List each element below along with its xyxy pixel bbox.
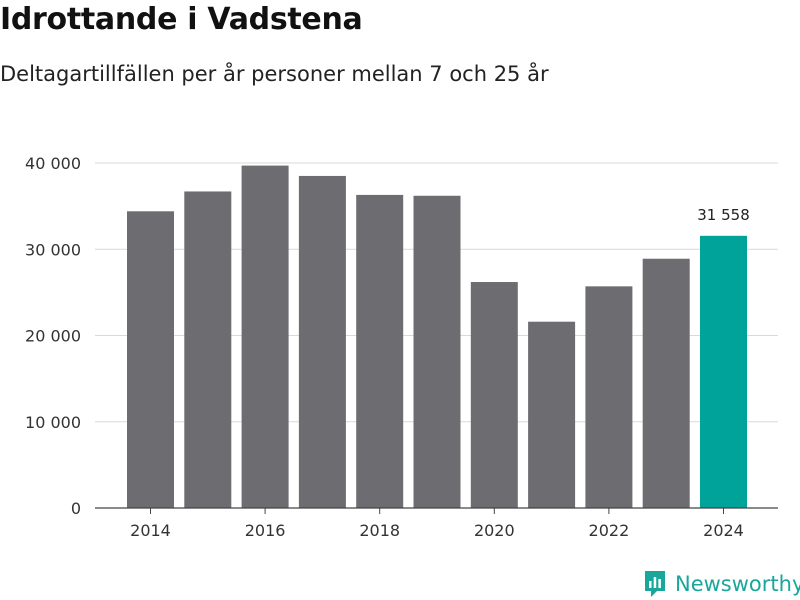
x-tick-label: 2018 — [359, 521, 400, 540]
chart-subtitle: Deltagartillfällen per år personer mella… — [0, 62, 549, 86]
y-tick-label: 0 — [71, 499, 81, 518]
x-tick-label: 2022 — [589, 521, 630, 540]
bar — [585, 286, 633, 508]
y-tick-label: 30 000 — [25, 240, 81, 259]
x-tick-label: 2016 — [245, 521, 286, 540]
bar — [184, 191, 232, 508]
chart-title: Idrottande i Vadstena — [0, 2, 363, 37]
x-tick-label: 2024 — [703, 521, 744, 540]
data-label: 31 558 — [697, 206, 750, 224]
bar — [642, 258, 690, 508]
y-tick-label: 10 000 — [25, 413, 81, 432]
y-tick-label: 40 000 — [25, 154, 81, 173]
x-tick-label: 2014 — [130, 521, 171, 540]
x-tick-label: 2020 — [474, 521, 515, 540]
newsworthy-logo-icon — [645, 571, 665, 597]
newsworthy-logo: Newsworthy — [643, 569, 800, 599]
bar-highlight — [700, 235, 747, 508]
y-tick-label: 20 000 — [25, 327, 81, 346]
bar — [470, 282, 518, 508]
bar — [528, 321, 576, 508]
bar — [356, 194, 404, 508]
bar-chart: 0 10 000 20 000 30 000 40 000 31 558 2014 2016 2… — [25, 154, 778, 540]
bar — [127, 211, 174, 509]
bar — [298, 175, 346, 508]
bar — [413, 195, 461, 508]
bar — [241, 165, 289, 508]
newsworthy-logo-text: Newsworthy — [675, 572, 800, 596]
